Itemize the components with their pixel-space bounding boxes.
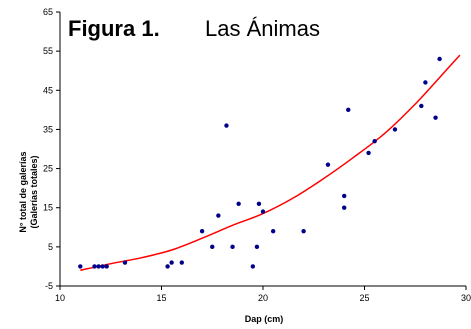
data-point xyxy=(437,56,442,62)
y-tick-label: 65 xyxy=(43,7,53,17)
data-point xyxy=(250,264,256,269)
data-point xyxy=(165,264,170,269)
x-tick-label: 20 xyxy=(258,293,268,303)
y-axis-subtitle: (Galerías totales) xyxy=(29,155,39,228)
data-point xyxy=(366,150,371,156)
data-point xyxy=(423,80,428,85)
data-point xyxy=(254,244,260,250)
data-point xyxy=(210,244,215,250)
data-point xyxy=(216,213,221,218)
y-tick-group: -5 5 15 25 35 45 55 65 xyxy=(43,7,60,291)
y-axis-title: N° total de galerías xyxy=(18,151,28,232)
x-tick-label: 15 xyxy=(156,293,166,303)
data-point xyxy=(100,264,105,269)
x-tick-label: 10 xyxy=(55,293,65,303)
y-tick-label: -5 xyxy=(45,281,53,291)
x-axis: 10 15 20 25 30 xyxy=(55,285,471,303)
data-point xyxy=(392,127,398,132)
data-point xyxy=(342,205,347,210)
data-point xyxy=(372,138,377,144)
y-tick-label: 5 xyxy=(48,242,53,252)
y-tick-label: 55 xyxy=(43,46,53,56)
data-point xyxy=(179,260,184,265)
data-point xyxy=(342,193,347,199)
data-point xyxy=(301,229,306,234)
y-axis-title-group: N° total de galerías (Galerías totales) xyxy=(18,151,39,232)
x-tick-group: 10 15 20 25 30 xyxy=(55,286,471,303)
data-point xyxy=(92,264,97,269)
x-tick-label: 25 xyxy=(359,293,369,303)
data-point xyxy=(169,260,174,265)
y-axis: -5 5 15 25 35 45 55 65 xyxy=(43,7,61,291)
y-tick-label: 25 xyxy=(43,164,53,174)
data-point xyxy=(236,201,241,206)
y-tick-label: 35 xyxy=(43,124,53,134)
x-tick-label: 30 xyxy=(461,293,471,303)
y-tick-label: 15 xyxy=(43,203,53,213)
data-point xyxy=(230,244,235,250)
trendline xyxy=(80,54,461,272)
data-point xyxy=(199,229,205,234)
chart-subtitle: Las Ánimas xyxy=(205,16,320,41)
data-point xyxy=(78,264,83,269)
data-point xyxy=(270,229,276,234)
data-point xyxy=(433,115,438,120)
y-tick-label: 45 xyxy=(43,85,53,95)
data-points xyxy=(78,56,442,269)
x-axis-title: Dap (cm) xyxy=(245,314,284,324)
data-point xyxy=(260,209,266,214)
chart-title: Figura 1. xyxy=(68,16,160,41)
data-point xyxy=(122,260,128,265)
data-point xyxy=(346,107,351,113)
data-point xyxy=(224,123,229,128)
data-point xyxy=(256,201,262,206)
data-point xyxy=(325,162,331,167)
trendline-group xyxy=(80,54,461,272)
data-point xyxy=(96,264,101,269)
data-point xyxy=(419,103,424,109)
data-point xyxy=(104,264,109,269)
